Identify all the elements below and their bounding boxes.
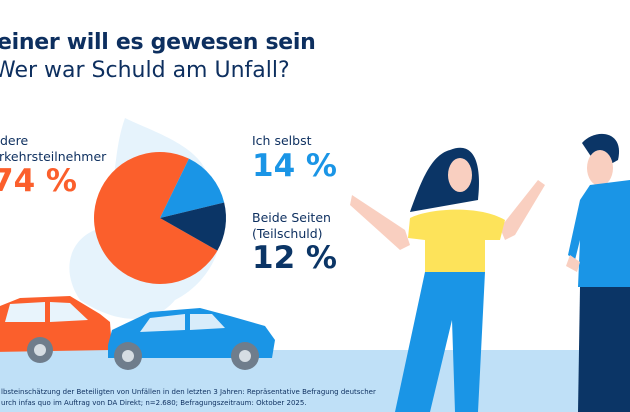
orange-car-illustration [0,296,112,363]
label-andere-line2: rkehrsteilnehmer [0,149,107,164]
value-selbst: 14 % [252,148,337,184]
footnote-line-1: lbsteinschätzung der Beteiligten von Unf… [1,388,376,396]
title-line-1: einer will es gewesen sein [0,30,316,55]
label-beide-line1: Beide Seiten [252,210,331,225]
blue-car-illustration [108,308,275,370]
slice-andere [93,152,218,284]
pie-chart [93,152,227,284]
woman-illustration [350,147,545,412]
label-beide-line2: (Teilschuld) [252,226,323,241]
floor-background [0,350,630,412]
value-andere: 74 % [0,163,77,199]
value-beide: 12 % [252,240,337,276]
footnote-line-2: urch infas quo im Auftrag von DA Direkt;… [1,399,307,407]
title-line-2: Wer war Schuld am Unfall? [0,58,290,83]
slice-selbst [160,158,225,218]
man-illustration [566,133,630,412]
label-andere-line1: dere [0,133,29,148]
label-selbst: Ich selbst [252,133,312,148]
slice-beide [160,202,227,251]
